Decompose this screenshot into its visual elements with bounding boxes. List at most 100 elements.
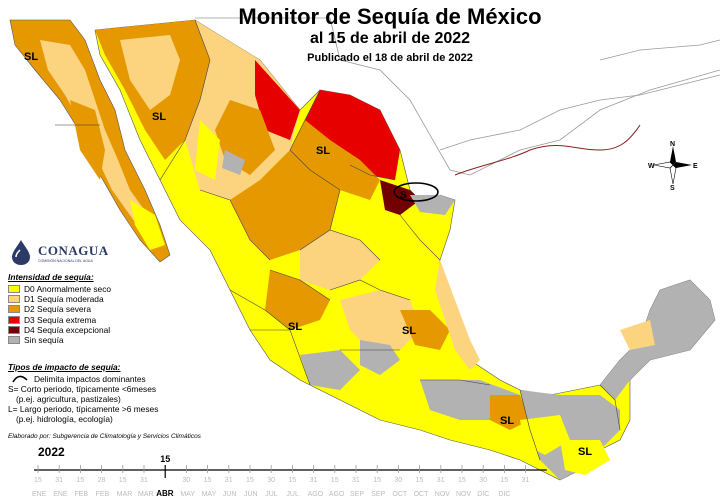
timeline-day: 15 bbox=[119, 477, 127, 484]
legend-swatch bbox=[8, 325, 20, 334]
timeline-month: DIC bbox=[477, 491, 489, 498]
timeline-month: NOV bbox=[456, 491, 472, 498]
timeline-month: FEB bbox=[96, 491, 110, 498]
impact-boundary bbox=[393, 182, 439, 202]
timeline-month: NOV bbox=[435, 491, 451, 498]
timeline-month: DIC bbox=[498, 491, 510, 498]
timeline-day: 31 bbox=[55, 477, 63, 484]
impact-line-row: Delimita impactos dominantes bbox=[12, 374, 208, 384]
legend-row: Sin sequía bbox=[8, 335, 198, 345]
timeline-month: SEP bbox=[350, 491, 364, 498]
timeline-day: 28 bbox=[98, 477, 106, 484]
timeline-day: 31 bbox=[522, 477, 530, 484]
legend-label: D3 Sequía extrema bbox=[24, 314, 97, 325]
published-date: Publicado el 18 de abril de 2022 bbox=[307, 52, 473, 64]
conagua-name: CONAGUA bbox=[38, 243, 109, 258]
us-gulf-coast bbox=[454, 124, 641, 176]
label-s-tamaulipas: S bbox=[400, 190, 407, 201]
conagua-tagline: COMISIÓN NACIONAL DEL AGUA bbox=[38, 259, 93, 263]
timeline-day: 30 bbox=[394, 477, 402, 484]
water-drop-icon bbox=[12, 240, 30, 265]
timeline-day: 31 bbox=[310, 477, 318, 484]
label-sl-oaxaca: SL bbox=[500, 415, 514, 427]
compass-e: E bbox=[693, 163, 698, 170]
timeline-day: 31 bbox=[140, 477, 148, 484]
timeline-day: 30 bbox=[182, 477, 190, 484]
timeline-day: 31 bbox=[437, 477, 445, 484]
legend-label: D4 Sequía excepcional bbox=[24, 324, 111, 335]
label-sl-chiapas: SL bbox=[578, 446, 592, 458]
impact-long-2: (p.ej. hidrología, ecología) bbox=[16, 414, 113, 424]
timeline-month: OCT bbox=[392, 491, 408, 498]
map-title: Monitor de Sequía de México bbox=[238, 4, 542, 29]
impact-line-icon bbox=[12, 375, 28, 383]
timeline-day: 15 bbox=[416, 477, 424, 484]
timeline-month: JUL bbox=[265, 491, 278, 498]
legend-row: D1 Sequía moderada bbox=[8, 294, 198, 304]
label-sl-coahuila: SL bbox=[316, 145, 330, 157]
timeline-day: 15 bbox=[331, 477, 339, 484]
timeline-month: AGO bbox=[329, 491, 345, 498]
compass-n: N bbox=[670, 141, 675, 148]
timeline-day: 15 bbox=[288, 477, 296, 484]
label-sl-hidalgo: SL bbox=[402, 325, 416, 337]
legend-label: D2 Sequía severa bbox=[24, 304, 92, 315]
impact-line-label: Delimita impactos dominantes bbox=[34, 374, 146, 384]
legend-swatch bbox=[8, 295, 20, 304]
timeline-day: 15 bbox=[500, 477, 508, 484]
usa-border-lines bbox=[195, 17, 720, 176]
legend-swatch bbox=[8, 315, 20, 324]
legend-label: D0 Anormalmente seco bbox=[24, 284, 112, 295]
timeline-day: 15 bbox=[458, 477, 466, 484]
timeline-month: AGO bbox=[308, 491, 324, 498]
timeline-month: MAR bbox=[138, 491, 154, 498]
timeline: 15 ENE 31 ENE 15 FEB 28 FEB 15 MAR 31 MAR 30 MAY 15 MAY… bbox=[32, 454, 547, 498]
timeline-day: 30 bbox=[479, 477, 487, 484]
compass-rose-icon: N S W E bbox=[648, 141, 698, 190]
timeline-month: MAR bbox=[117, 491, 133, 498]
timeline-month: SEP bbox=[371, 491, 385, 498]
timeline-month: ENE bbox=[53, 491, 68, 498]
state-borders bbox=[159, 19, 621, 461]
timeline-current-month: ABR bbox=[156, 489, 174, 498]
compass-w: W bbox=[648, 163, 655, 170]
timeline-month: MAY bbox=[202, 491, 217, 498]
region-labels: SL SL SL S SL SL SL SL bbox=[24, 51, 592, 458]
mainland bbox=[94, 19, 716, 481]
timeline-year: 2022 bbox=[38, 445, 65, 459]
timeline-month: JUN bbox=[223, 491, 237, 498]
baja-california bbox=[9, 19, 171, 263]
timeline-month: JUN bbox=[244, 491, 258, 498]
compass-s: S bbox=[670, 185, 675, 190]
impact-short-1: S= Corto periodo, típicamente <6meses bbox=[8, 384, 157, 394]
legend-row: D3 Sequía extrema bbox=[8, 315, 198, 325]
credit-text: Elaborado por: Subgerencia de Climatolog… bbox=[8, 433, 201, 440]
timeline-day: 15 bbox=[373, 477, 381, 484]
timeline-month: ENE bbox=[32, 491, 47, 498]
label-sl-jalisco: SL bbox=[288, 321, 302, 333]
drought-legend: Intensidad de sequía: D0 Anormalmente se… bbox=[8, 272, 198, 345]
legend-label: Sin sequía bbox=[24, 335, 64, 346]
legend-swatch bbox=[8, 285, 20, 294]
impact-short-2: (p.ej. agricultura, pastizales) bbox=[16, 394, 121, 404]
timeline-month: OCT bbox=[414, 491, 430, 498]
timeline-day: 15 bbox=[246, 477, 254, 484]
timeline-month: FEB bbox=[74, 491, 88, 498]
timeline-day: 15 bbox=[204, 477, 212, 484]
impact-long-1: L= Largo periodo, típicamente >6 meses bbox=[8, 404, 159, 414]
legend-swatch bbox=[8, 305, 20, 314]
legend-row: D4 Sequía excepcional bbox=[8, 325, 198, 335]
impact-heading: Tipos de impacto de sequía: bbox=[8, 362, 121, 372]
conagua-logo: CONAGUA COMISIÓN NACIONAL DEL AGUA bbox=[8, 238, 148, 268]
label-sl-baja: SL bbox=[24, 51, 38, 63]
timeline-day: 15 bbox=[76, 477, 84, 484]
timeline-day: 15 bbox=[34, 477, 42, 484]
legend-heading: Intensidad de sequía: bbox=[8, 272, 94, 282]
timeline-day: 31 bbox=[225, 477, 233, 484]
timeline-month: JUL bbox=[286, 491, 299, 498]
timeline-day: 30 bbox=[267, 477, 275, 484]
legend-swatch bbox=[8, 336, 20, 345]
label-sl-sonora: SL bbox=[152, 111, 166, 123]
legend-row: D0 Anormalmente seco bbox=[8, 284, 198, 294]
